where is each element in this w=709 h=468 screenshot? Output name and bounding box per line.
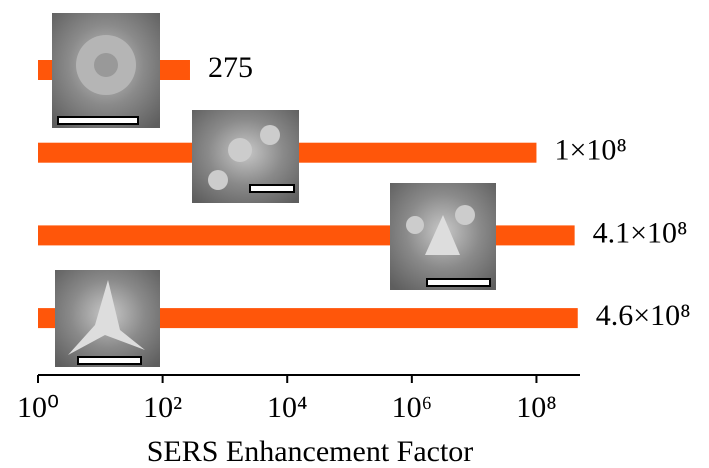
sem-inset	[390, 183, 496, 290]
x-tick-label: 10⁰	[17, 391, 59, 424]
x-tick-label: 10⁸	[516, 391, 556, 424]
value-label: 1×10⁸	[554, 134, 626, 167]
sem-inset	[192, 110, 299, 203]
chart: SERS Enhancement Factor 10⁰ 10² 10⁴ 10⁶ 10⁸ 2…	[0, 0, 709, 468]
value-label: 275	[208, 51, 253, 84]
x-tick-label: 10²	[143, 391, 182, 424]
sem-inset	[55, 270, 160, 367]
x-axis-label: SERS Enhancement Factor	[147, 435, 474, 468]
value-label: 4.1×10⁸	[593, 216, 688, 249]
value-label: 4.6×10⁸	[596, 299, 691, 332]
x-tick-label: 10⁴	[267, 391, 307, 424]
sem-inset	[52, 13, 160, 128]
x-tick-label: 10⁶	[392, 391, 432, 424]
